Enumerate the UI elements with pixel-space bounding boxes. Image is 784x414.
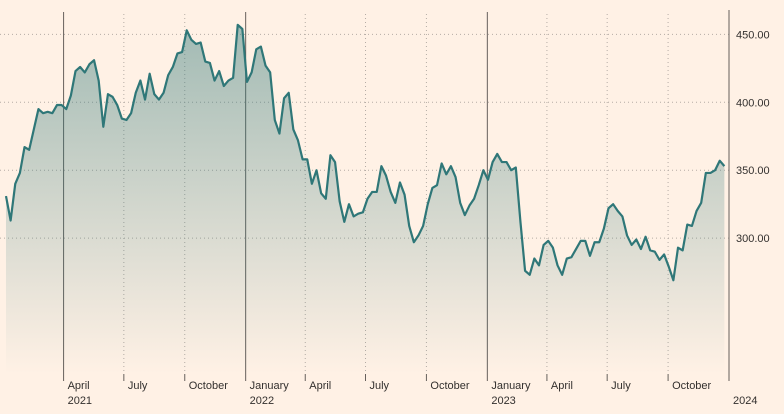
x-tick-label: April xyxy=(68,380,90,392)
y-tick-label: 350.00 xyxy=(736,165,770,177)
axes-layer: 300.00 350.00 400.00 450.00 April 2021 July Oct… xyxy=(63,10,770,407)
x-tick-label: April xyxy=(551,380,573,392)
x-tick-label: January xyxy=(250,380,290,392)
x-year-label: 2021 xyxy=(68,395,92,407)
series-line xyxy=(4,23,726,282)
x-tick-label: October xyxy=(189,380,228,392)
x-tick-label: July xyxy=(128,380,148,392)
x-tick-label: October xyxy=(430,380,469,392)
x-tick-label: January xyxy=(491,380,531,392)
series-area-fill xyxy=(5,24,725,375)
x-tick-label: April xyxy=(309,380,331,392)
x-year-label: 2024 xyxy=(733,395,757,407)
area-fill-layer xyxy=(5,24,725,375)
y-tick-label: 400.00 xyxy=(736,97,770,109)
x-tick-label: July xyxy=(370,380,390,392)
x-tick-label: October xyxy=(672,380,711,392)
x-year-label: 2022 xyxy=(250,395,274,407)
y-tick-label: 300.00 xyxy=(736,233,770,245)
x-year-label: 2023 xyxy=(491,395,515,407)
x-tick-label: July xyxy=(611,380,631,392)
series-line-layer xyxy=(4,23,726,282)
y-tick-label: 450.00 xyxy=(736,29,770,41)
